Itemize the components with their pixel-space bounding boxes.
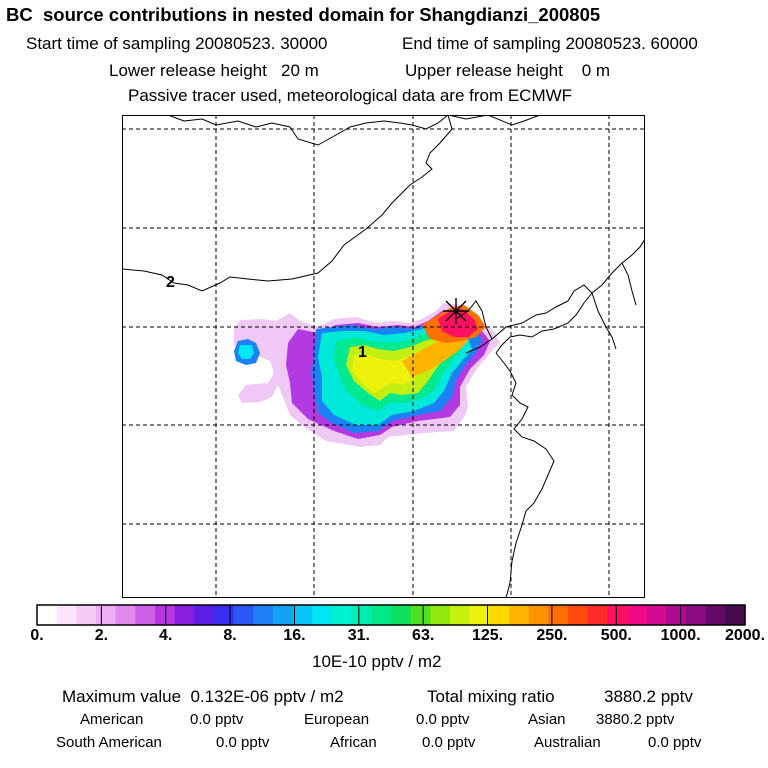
region-south-american-value: 0.0 pptv [216,734,270,751]
colorbar-cell [253,605,274,625]
colorbar-cell [450,605,471,625]
colorbar-cell [96,605,117,625]
colorbar-cell [155,605,176,625]
colorbar-cell [666,605,687,625]
colorbar-cell [174,605,195,625]
region-african-value: 0.0 pptv [422,734,476,751]
colorbar-cell [312,605,333,625]
colorbar-cell [233,605,254,625]
end-time-label: End time of sampling 20080523. 60000 [402,34,698,53]
colorbar-cell [587,605,608,625]
colorbar-cell [686,605,707,625]
colorbar-tick-label: 125. [471,627,504,644]
receptor-location-marker [443,298,469,324]
upper-release-height-label: Upper release height 0 m [405,61,611,80]
colorbar [36,604,746,626]
region-european-value: 0.0 pptv [416,711,470,728]
colorbar-tick-label: 0. [30,627,44,644]
region-european-label: European [304,711,370,728]
tracer-info-label: Passive tracer used, meteorological data… [128,86,573,105]
lower-release-height-label: Lower release height 20 m [109,61,319,80]
region-asian-value: 3880.2 pptv [596,711,675,728]
colorbar-cell [371,605,392,625]
colorbar-tick-label: 2. [94,627,109,644]
region-south-american-label: South American [56,734,162,751]
colorbar-cell [332,605,353,625]
colorbar-tick-label: 8. [223,627,237,644]
colorbar-cell [76,605,97,625]
max-value-label: Maximum value 0.132E-06 pptv / m2 [62,687,344,706]
region-asian-label: Asian [528,711,566,728]
colorbar-tick-label: 31. [347,627,370,644]
colorbar-cell [292,605,313,625]
colorbar-tick-label: 500. [600,627,632,644]
plot-title: BC source contributions in nested domain… [6,4,601,25]
colorbar-cell [135,605,156,625]
colorbar-cell [214,605,235,625]
total-mixing-ratio-value: 3880.2 pptv [604,687,693,706]
colorbar-cell [351,605,372,625]
colorbar-cell [489,605,510,625]
region-american-label: American [80,711,144,728]
coastlines-borders [122,115,645,598]
colorbar-units: 10E-10 pptv / m2 [312,652,442,671]
colorbar-cell [548,605,569,625]
colorbar-cell [273,605,294,625]
colorbar-tick-label: 1000. [660,627,701,644]
colorbar-cell [391,605,412,625]
colorbar-tick-label: 250. [536,627,568,644]
cluster-label-2: 2 [166,274,175,291]
colorbar-cell [509,605,530,625]
start-time-label: Start time of sampling 20080523. 30000 [26,34,328,53]
total-mixing-ratio-label: Total mixing ratio [427,687,555,706]
colorbar-cell [56,605,77,625]
colorbar-cell [430,605,451,625]
colorbar-cell [194,605,215,625]
colorbar-cell [607,605,628,625]
colorbar-cell [469,605,490,625]
region-american-value: 0.0 pptv [190,711,244,728]
region-australian-label: Australian [534,734,601,751]
cluster-label-1: 1 [358,344,367,361]
colorbar-tick-label: 16. [283,627,306,644]
colorbar-tick-label: 4. [159,627,173,644]
colorbar-cell [725,605,746,625]
colorbar-tick-label: 63. [412,627,435,644]
region-australian-value: 0.0 pptv [648,734,702,751]
colorbar-cell [528,605,549,625]
colorbar-cell [646,605,667,625]
colorbar-cell [568,605,589,625]
region-african-label: African [330,734,377,751]
colorbar-cell [627,605,648,625]
colorbar-cell [705,605,726,625]
colorbar-cell [115,605,136,625]
concentration-plume [234,303,500,447]
colorbar-tick-label: 2000. [724,627,766,644]
source-contribution-map: 1 2 [122,115,645,598]
colorbar-cell [410,605,431,625]
colorbar-cell [37,605,58,625]
